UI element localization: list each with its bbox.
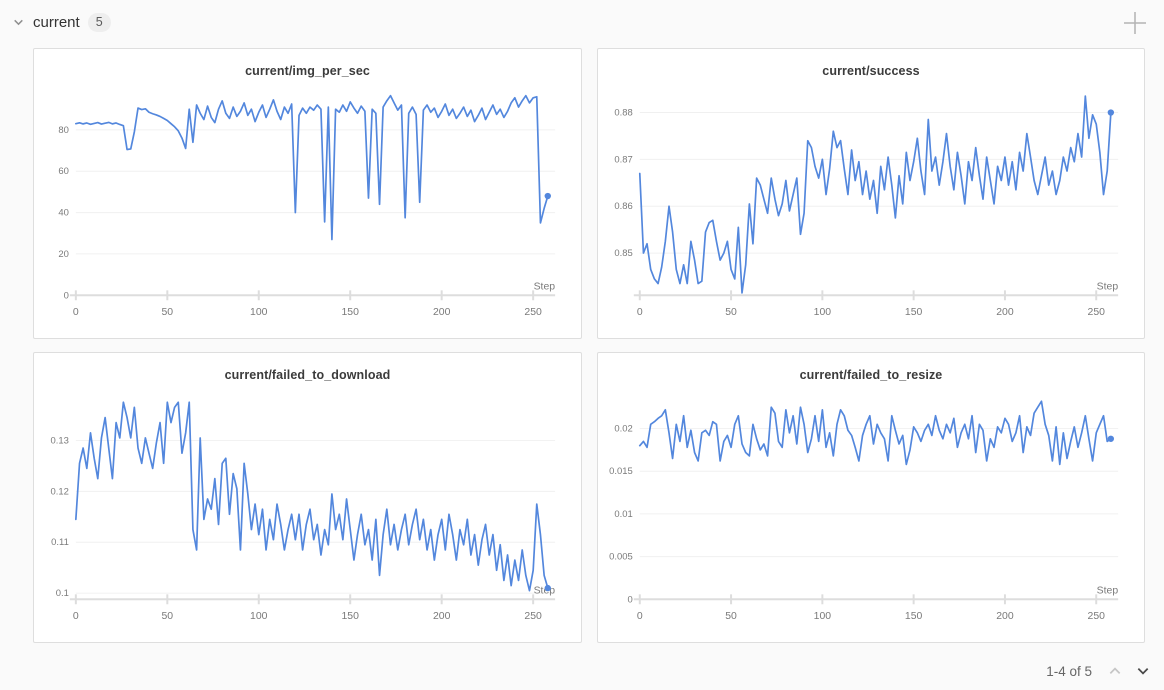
svg-text:0.88: 0.88: [614, 107, 632, 118]
svg-text:0: 0: [64, 290, 69, 301]
line-chart[interactable]: 0 20 40 60 80 0 50 100 150 200 250 Step: [34, 49, 581, 338]
svg-text:0.12: 0.12: [50, 486, 68, 497]
svg-text:0.015: 0.015: [609, 466, 633, 477]
svg-text:0: 0: [628, 594, 633, 605]
pagination-next-button[interactable]: [1134, 662, 1152, 680]
add-panel-button[interactable]: [1118, 6, 1152, 43]
svg-text:150: 150: [342, 307, 360, 318]
svg-text:250: 250: [1088, 611, 1106, 622]
svg-text:0: 0: [73, 307, 79, 318]
chart-title: current/failed_to_download: [224, 368, 391, 382]
svg-text:150: 150: [342, 611, 360, 622]
panel-grid: 0 20 40 60 80 0 50 100 150 200 250 Step current/img…: [33, 48, 1145, 643]
chart-panel-failed-to-download[interactable]: 0.1 0.11 0.12 0.13 0 50 100 150 200 250 Step curre…: [33, 352, 582, 643]
pagination-prev-button[interactable]: [1106, 662, 1124, 680]
svg-text:0.11: 0.11: [51, 537, 69, 548]
chart-title: current/failed_to_resize: [799, 368, 943, 382]
svg-text:20: 20: [58, 249, 69, 260]
svg-text:0.87: 0.87: [614, 154, 632, 165]
plus-icon: [1124, 12, 1146, 34]
section-header: current 5: [12, 10, 111, 34]
svg-text:100: 100: [814, 307, 832, 318]
svg-text:0.02: 0.02: [614, 424, 632, 435]
svg-text:0.13: 0.13: [50, 435, 68, 446]
pagination-label: 1-4 of 5: [1046, 663, 1092, 679]
line-chart[interactable]: 0.1 0.11 0.12 0.13 0 50 100 150 200 250 Step: [34, 353, 581, 642]
line-chart[interactable]: 0 0.005 0.01 0.015 0.02 0 50 100 150 200 250 Step: [598, 353, 1144, 642]
svg-text:0: 0: [73, 611, 79, 622]
chart-panel-img-per-sec[interactable]: 0 20 40 60 80 0 50 100 150 200 250 Step current/img…: [33, 48, 582, 339]
svg-text:Step: Step: [534, 281, 556, 292]
svg-text:200: 200: [433, 611, 451, 622]
chart-panel-failed-to-resize[interactable]: 0 0.005 0.01 0.015 0.02 0 50 100 150 200 250 Step c…: [597, 352, 1145, 643]
chart-panel-success[interactable]: 0.85 0.86 0.87 0.88 0 50 100 150 200 250 Step curr…: [597, 48, 1145, 339]
svg-text:0: 0: [637, 611, 643, 622]
svg-text:250: 250: [524, 611, 542, 622]
svg-text:60: 60: [58, 166, 69, 177]
svg-text:Step: Step: [1097, 585, 1119, 596]
chart-title: current/img_per_sec: [245, 64, 370, 78]
chevron-down-icon: [1137, 668, 1149, 675]
line-chart[interactable]: 0.85 0.86 0.87 0.88 0 50 100 150 200 250 Step: [598, 49, 1144, 338]
svg-text:0.01: 0.01: [614, 509, 632, 520]
svg-text:100: 100: [250, 611, 268, 622]
svg-text:50: 50: [161, 611, 173, 622]
svg-text:100: 100: [814, 611, 832, 622]
svg-text:200: 200: [996, 307, 1014, 318]
svg-text:50: 50: [725, 307, 737, 318]
svg-text:200: 200: [433, 307, 451, 318]
svg-text:250: 250: [524, 307, 542, 318]
chart-title: current/success: [822, 64, 920, 78]
svg-text:50: 50: [161, 307, 173, 318]
svg-text:0.86: 0.86: [614, 201, 632, 212]
svg-text:150: 150: [905, 611, 923, 622]
svg-text:Step: Step: [1097, 281, 1119, 292]
svg-text:150: 150: [905, 307, 923, 318]
chevron-down-icon: [14, 19, 23, 25]
svg-text:80: 80: [58, 125, 69, 136]
svg-text:0.1: 0.1: [56, 588, 69, 599]
svg-text:0: 0: [637, 307, 643, 318]
svg-text:200: 200: [996, 611, 1014, 622]
section-title: current: [33, 13, 80, 31]
svg-text:250: 250: [1088, 307, 1106, 318]
svg-text:Step: Step: [534, 585, 556, 596]
section-collapse-button[interactable]: [12, 16, 25, 29]
chevron-up-icon: [1109, 667, 1121, 674]
svg-text:0.85: 0.85: [614, 248, 632, 259]
svg-text:40: 40: [58, 208, 69, 219]
svg-text:100: 100: [250, 307, 268, 318]
svg-text:50: 50: [725, 611, 737, 622]
pagination: 1-4 of 5: [1046, 662, 1152, 680]
svg-text:0.005: 0.005: [609, 552, 633, 563]
section-count-badge: 5: [87, 12, 111, 32]
